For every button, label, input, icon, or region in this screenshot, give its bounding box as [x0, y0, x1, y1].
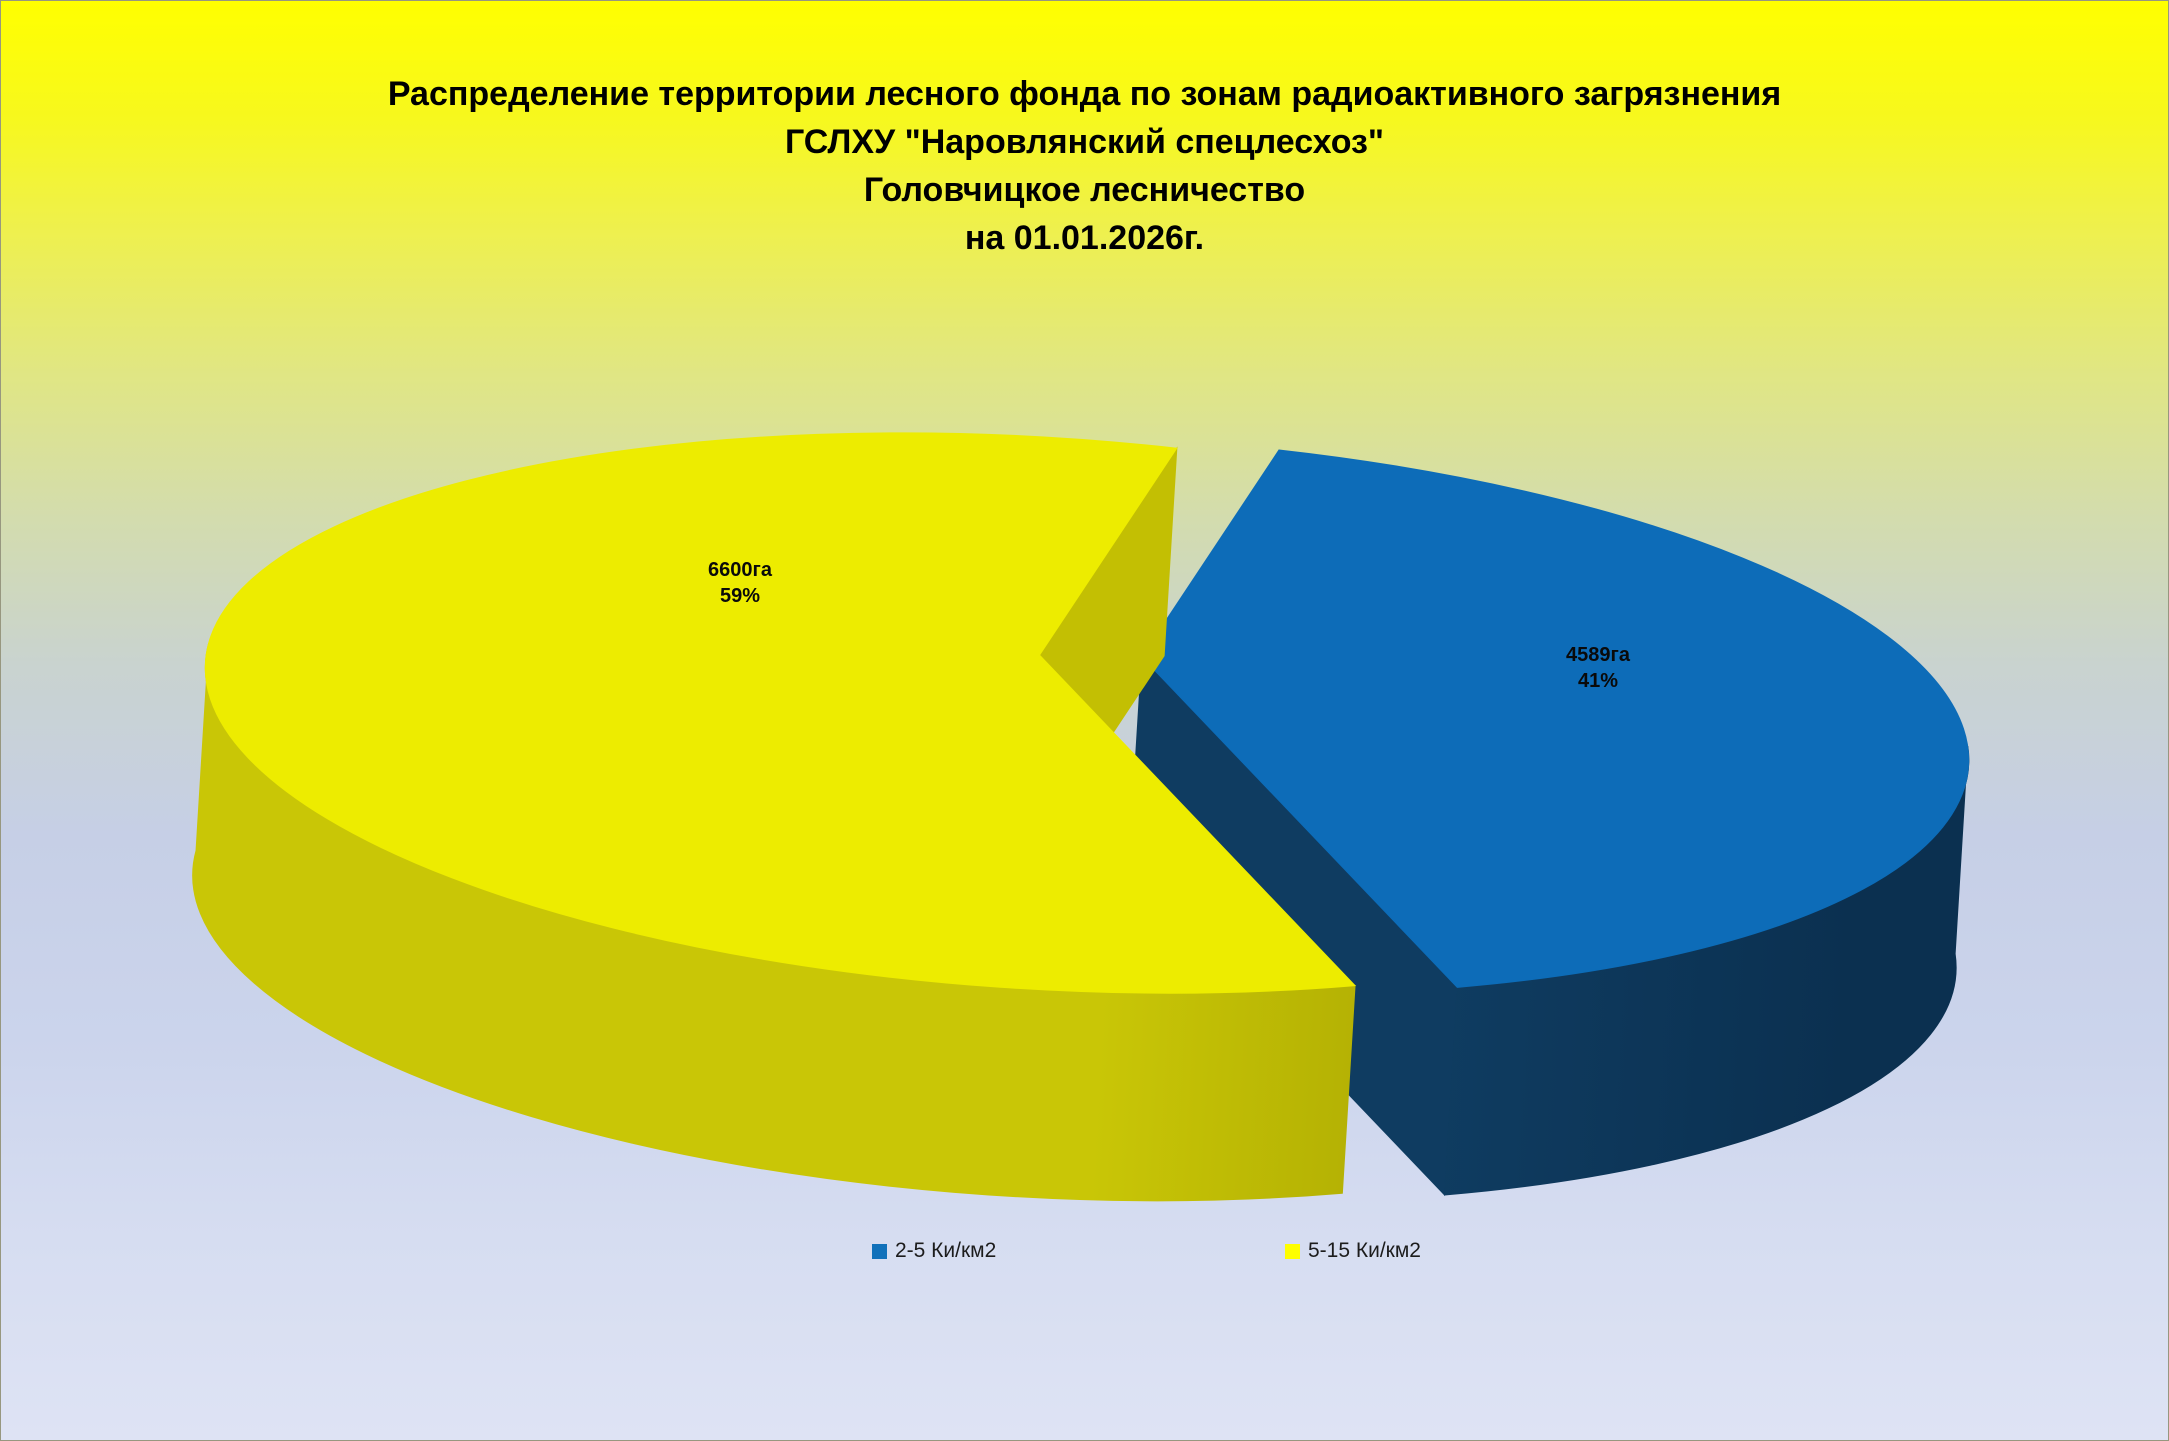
legend-label: 5-15 Ки/км2	[1308, 1239, 1421, 1262]
chart-title-line-2: ГСЛХУ "Наровлянский спецлесхоз"	[784, 123, 1385, 161]
chart-title: Распределение территории лесного фонда п…	[1, 70, 2168, 262]
legend-item-2-5[interactable]: 2-5 Ки/км2	[872, 1237, 996, 1265]
legend-swatch-yellow	[1285, 1243, 1300, 1259]
chart-title-line-3: Головчицкое лесничество	[863, 171, 1306, 209]
pie-slice-5-15-ки-км2[interactable]	[189, 387, 1388, 1009]
chart-title-line-4: на 01.01.2026г.	[964, 219, 1205, 257]
pie-slice-2-5-ки-км2[interactable]	[1123, 442, 1985, 1017]
legend-label: 2-5 Ки/км2	[895, 1239, 997, 1262]
legend-swatch-blue	[872, 1243, 887, 1259]
chart-title-line-1: Распределение территории лесного фонда п…	[387, 75, 1782, 113]
legend-item-5-15[interactable]: 5-15 Ки/км2	[1285, 1237, 1421, 1265]
